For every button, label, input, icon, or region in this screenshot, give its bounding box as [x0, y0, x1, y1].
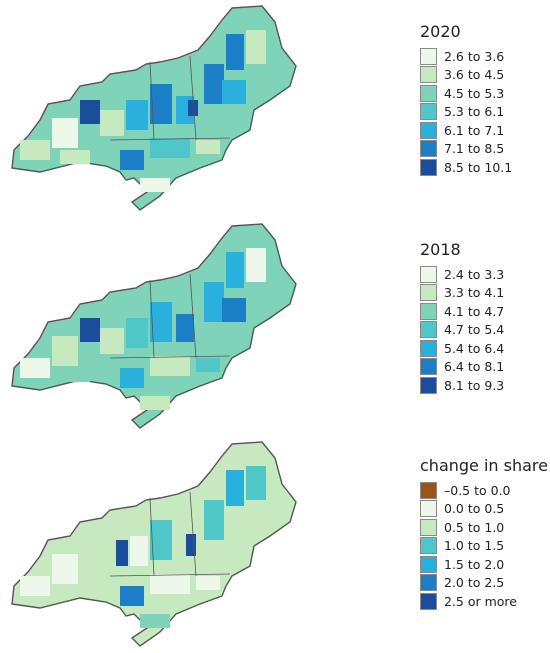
legend-item: 2.4 to 3.3	[420, 265, 504, 284]
legend-2018: 2018 2.4 to 3.3 3.3 to 4.1 4.1 to 4.7 4.7 t…	[420, 240, 504, 395]
legend-title: 2018	[420, 240, 461, 259]
map-2020	[0, 0, 400, 215]
legend-label: 2.6 to 3.6	[444, 48, 505, 64]
legend-item: 8.1 to 9.3	[420, 376, 504, 395]
legend-label: 7.1 to 8.5	[444, 141, 505, 157]
legend-swatch	[420, 481, 437, 499]
legend-rows: 2.4 to 3.3 3.3 to 4.1 4.1 to 4.7 4.7 to 5.4…	[420, 265, 504, 395]
legend-label: 4.1 to 4.7	[444, 303, 505, 319]
legend-item: 4.1 to 4.7	[420, 302, 504, 321]
legend-label: 3.6 to 4.5	[444, 67, 505, 83]
map-shape	[11, 441, 297, 647]
northeast-map-change	[11, 441, 297, 647]
legend-item: 5.3 to 6.1	[420, 103, 512, 122]
legend-2020: 2020 2.6 to 3.6 3.6 to 4.5 4.5 to 5.3 5.3 t…	[420, 22, 512, 177]
legend-item: 6.4 to 8.1	[420, 358, 504, 377]
legend-swatch	[420, 84, 437, 102]
legend-swatch	[420, 500, 437, 518]
legend-swatch	[420, 302, 437, 320]
legend-swatch	[420, 555, 437, 573]
legend-swatch	[420, 518, 437, 536]
legend-label: 0.0 to 0.5	[444, 501, 505, 517]
northeast-map-2018	[11, 223, 297, 429]
legend-item: 2.5 or more	[420, 592, 548, 611]
legend-rows: –0.5 to 0.0 0.0 to 0.5 0.5 to 1.0 1.0 to 1.…	[420, 481, 548, 611]
legend-label: 2.5 or more	[444, 593, 517, 609]
legend-swatch	[420, 574, 437, 592]
legend-swatch	[420, 47, 437, 65]
legend-swatch	[420, 103, 437, 121]
legend-rows: 2.6 to 3.6 3.6 to 4.5 4.5 to 5.3 5.3 to 6.1…	[420, 47, 512, 177]
legend-swatch	[420, 592, 437, 610]
map-2018	[0, 218, 400, 433]
legend-label: 5.4 to 6.4	[444, 340, 505, 356]
legend-swatch	[420, 321, 437, 339]
legend-item: 4.7 to 5.4	[420, 321, 504, 340]
legend-swatch	[420, 265, 437, 283]
legend-item: 2.0 to 2.5	[420, 574, 548, 593]
legend-swatch	[420, 158, 437, 176]
legend-label: 8.1 to 9.3	[444, 377, 505, 393]
legend-item: 8.5 to 10.1	[420, 158, 512, 177]
legend-item: 7.1 to 8.5	[420, 140, 512, 159]
legend-title: 2020	[420, 22, 461, 41]
legend-label: 2.0 to 2.5	[444, 575, 505, 591]
legend-label: 6.4 to 8.1	[444, 359, 505, 375]
legend-label: 2.4 to 3.3	[444, 266, 505, 282]
legend-title: change in share	[420, 456, 548, 475]
legend-label: 1.5 to 2.0	[444, 556, 505, 572]
legend-item: 1.0 to 1.5	[420, 537, 548, 556]
legend-item: 0.0 to 0.5	[420, 500, 548, 519]
legend-change: change in share –0.5 to 0.0 0.0 to 0.5 0.5…	[420, 456, 548, 611]
legend-label: 4.5 to 5.3	[444, 85, 505, 101]
legend-swatch	[420, 537, 437, 555]
legend-swatch	[420, 284, 437, 302]
legend-label: 6.1 to 7.1	[444, 122, 505, 138]
legend-label: 0.5 to 1.0	[444, 519, 505, 535]
legend-item: 3.3 to 4.1	[420, 284, 504, 303]
map-shape	[11, 223, 297, 429]
legend-label: 3.3 to 4.1	[444, 285, 505, 301]
map-change	[0, 436, 400, 651]
legend-label: 1.0 to 1.5	[444, 538, 505, 554]
legend-item: 2.6 to 3.6	[420, 47, 512, 66]
legend-item: 6.1 to 7.1	[420, 121, 512, 140]
legend-item: –0.5 to 0.0	[420, 481, 548, 500]
legend-swatch	[420, 66, 437, 84]
legend-item: 1.5 to 2.0	[420, 555, 548, 574]
legend-swatch	[420, 140, 437, 158]
legend-swatch	[420, 121, 437, 139]
legend-swatch	[420, 358, 437, 376]
legend-label: –0.5 to 0.0	[444, 482, 511, 498]
legend-label: 5.3 to 6.1	[444, 104, 505, 120]
legend-label: 8.5 to 10.1	[444, 159, 513, 175]
legend-item: 3.6 to 4.5	[420, 66, 512, 85]
map-shape	[11, 5, 297, 211]
legend-item: 5.4 to 6.4	[420, 339, 504, 358]
legend-swatch	[420, 376, 437, 394]
northeast-map-2020	[11, 5, 297, 211]
legend-item: 4.5 to 5.3	[420, 84, 512, 103]
legend-swatch	[420, 339, 437, 357]
legend-item: 0.5 to 1.0	[420, 518, 548, 537]
legend-label: 4.7 to 5.4	[444, 322, 505, 338]
